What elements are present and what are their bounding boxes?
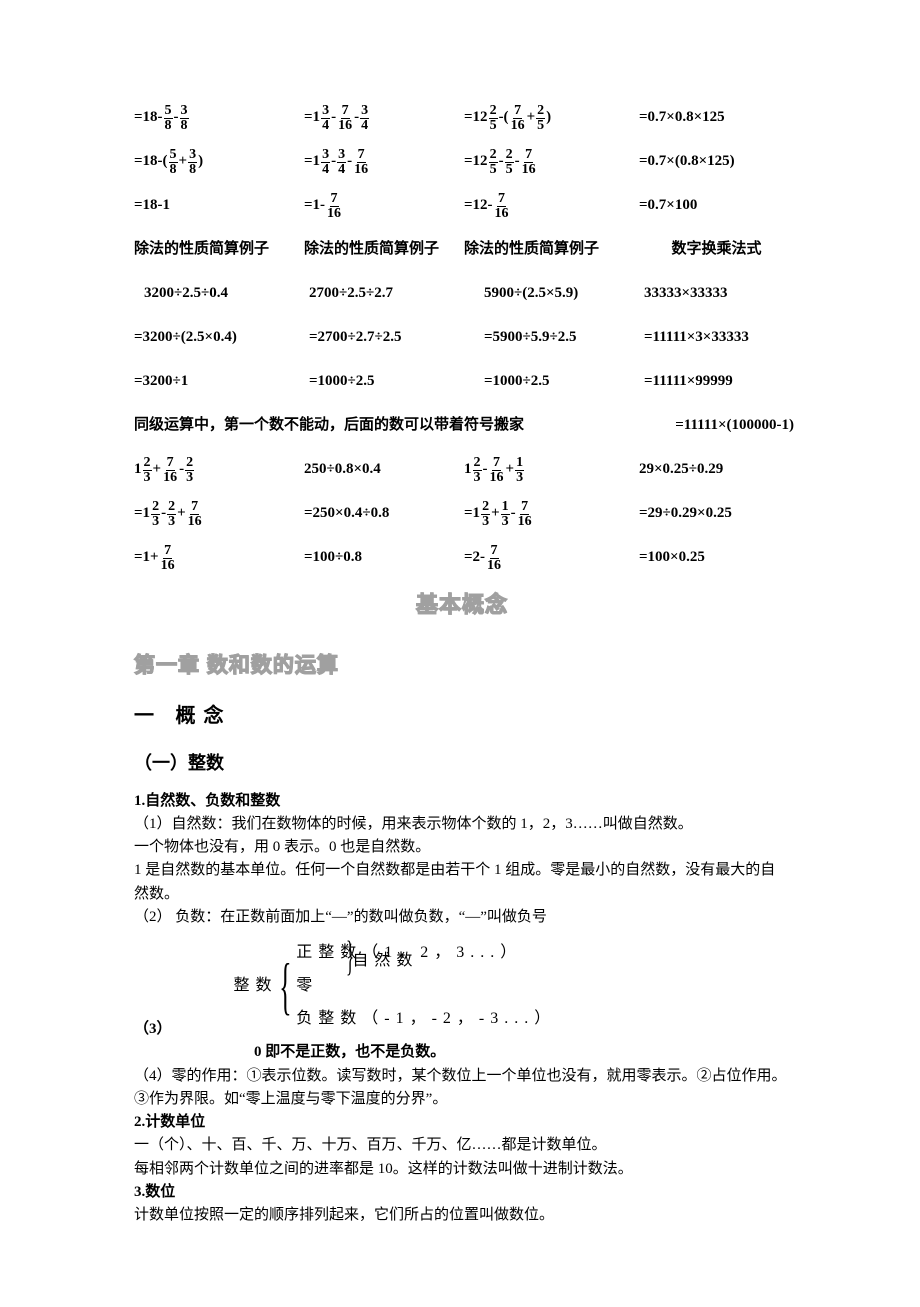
lbl: 除法的性质简算例子	[464, 238, 599, 261]
para: 1 是自然数的基本单位。任何一个自然数都是由若干个 1 组成。零是最小的自然数，…	[134, 859, 790, 906]
eq: 33333×33333	[644, 282, 728, 305]
para: （2） 负数：在正数前面加上“—”的数叫做负数，“—”叫做负号	[134, 906, 790, 929]
eq: =2- 716	[464, 544, 503, 573]
lbl: 数字换乘法式	[671, 238, 761, 261]
heading-concept: 一 概念	[134, 701, 790, 732]
math-block-3: 1 23 + 716 - 23 250÷0.8×0.4 1 23 - 716 +…	[134, 450, 790, 578]
eq: =250×0.4÷0.8	[304, 502, 389, 525]
eq: =11111×3×33333	[644, 326, 749, 349]
eq: =0.7×100	[639, 194, 697, 217]
eq: =2700÷2.7÷2.5	[309, 326, 402, 349]
lbl: 除法的性质简算例子	[134, 238, 269, 261]
note-line: 同级运算中，第一个数不能动，后面的数可以带着符号搬家	[134, 414, 524, 437]
subheading-1: 1.自然数、负数和整数	[134, 790, 790, 813]
eq: =18-( 58 + 38 )	[134, 148, 203, 177]
para: 一个物体也没有，用 0 表示。0 也是自然数。	[134, 836, 790, 859]
brace-mid: 零	[296, 970, 556, 1003]
heading-integer: （一）整数	[134, 750, 790, 778]
eq: 2700÷2.5÷2.7	[309, 282, 393, 305]
para: 计数单位按照一定的顺序排列起来，它们所占的位置叫做数位。	[134, 1204, 790, 1227]
eq: 3200÷2.5÷0.4	[134, 282, 228, 305]
eq: =100÷0.8	[304, 546, 362, 569]
eq: =11111×(100000-1)	[675, 414, 794, 437]
heading-chapter1: 第一章 数和数的运算	[134, 650, 790, 683]
para: （4）零的作用：①表示位数。读写数时，某个数位上一个单位也没有，就用零表示。②占…	[134, 1065, 790, 1112]
brace-bot: 负整数（-1，-2，-3...）	[296, 1003, 556, 1036]
math-block-2: 3200÷2.5÷0.4 2700÷2.5÷2.7 5900÷(2.5×5.9)…	[134, 274, 790, 402]
eq: =1 23 - 23 + 716	[134, 500, 204, 529]
eq: 29×0.25÷0.29	[639, 458, 723, 481]
item-3-label: （3）	[134, 1018, 172, 1041]
labels-row-2: 除法的性质简算例子 除法的性质简算例子 除法的性质简算例子 数字换乘法式	[134, 230, 794, 270]
page: =18- 58 - 38 =1 34 - 716 - 34 =12 25 -( …	[0, 0, 920, 1307]
eq: =18-1	[134, 194, 170, 217]
heading-basics: 基本概念	[134, 588, 790, 622]
eq: =1 34 - 716 - 34	[304, 104, 370, 133]
eq: =5900÷5.9÷2.5	[484, 326, 577, 349]
eq: =12 25 -( 716 + 25 )	[464, 104, 551, 133]
eq: =1000÷2.5	[309, 370, 375, 393]
eq: 250÷0.8×0.4	[304, 458, 381, 481]
eq: =3200÷1	[134, 370, 188, 393]
para: 每相邻两个计数单位之间的进率都是 10。这样的计数法叫做十进制计数法。	[134, 1158, 790, 1181]
subheading-3: 3.数位	[134, 1181, 790, 1204]
subheading-2: 2.计数单位	[134, 1111, 790, 1134]
brace-top: 正整数（1，2，3...）	[296, 937, 556, 970]
eq: =12- 716	[464, 192, 511, 221]
eq: =12 25 - 25 - 716	[464, 148, 538, 177]
eq: =3200÷(2.5×0.4)	[134, 326, 237, 349]
para: （1）自然数：我们在数物体的时候，用来表示物体个数的 1，2，3……叫做自然数。	[134, 813, 790, 836]
eq: 1 23 - 716 + 13	[464, 456, 525, 485]
brace-left-label: 整数	[234, 974, 278, 999]
eq: =11111×99999	[644, 370, 733, 393]
brace-diagram: 整数 { 正整数（1，2，3...） 零 负整数（-1，-2，-3...） } …	[234, 937, 419, 1035]
eq: =0.7×(0.8×125)	[639, 150, 735, 173]
eq: =100×0.25	[639, 546, 705, 569]
math-block-1: =18- 58 - 38 =1 34 - 716 - 34 =12 25 -( …	[134, 98, 790, 226]
lbl: 除法的性质简算例子	[304, 238, 439, 261]
left-brace-icon: {	[279, 957, 291, 1015]
eq: =1 34 - 34 - 716	[304, 148, 370, 177]
eq: =1- 716	[304, 192, 343, 221]
note-line-row: 同级运算中，第一个数不能动，后面的数可以带着符号搬家 =11111×(10000…	[134, 406, 794, 446]
para: 0 即不是正数，也不是负数。	[134, 1041, 790, 1064]
eq: =1+ 716	[134, 544, 177, 573]
eq: =1000÷2.5	[484, 370, 550, 393]
eq: =18- 58 - 38	[134, 104, 190, 133]
eq: 5900÷(2.5×5.9)	[484, 282, 578, 305]
eq: =1 23 + 13 - 716	[464, 500, 534, 529]
para: 一（个）、十、百、千、万、十万、百万、千万、亿……都是计数单位。	[134, 1134, 790, 1157]
right-brace-icon: }	[346, 939, 354, 977]
eq: =29÷0.29×0.25	[639, 502, 732, 525]
eq: =0.7×0.8×125	[639, 106, 725, 129]
brace-right-label: 自然数	[352, 949, 418, 974]
eq: 1 23 + 716 - 23	[134, 456, 195, 485]
